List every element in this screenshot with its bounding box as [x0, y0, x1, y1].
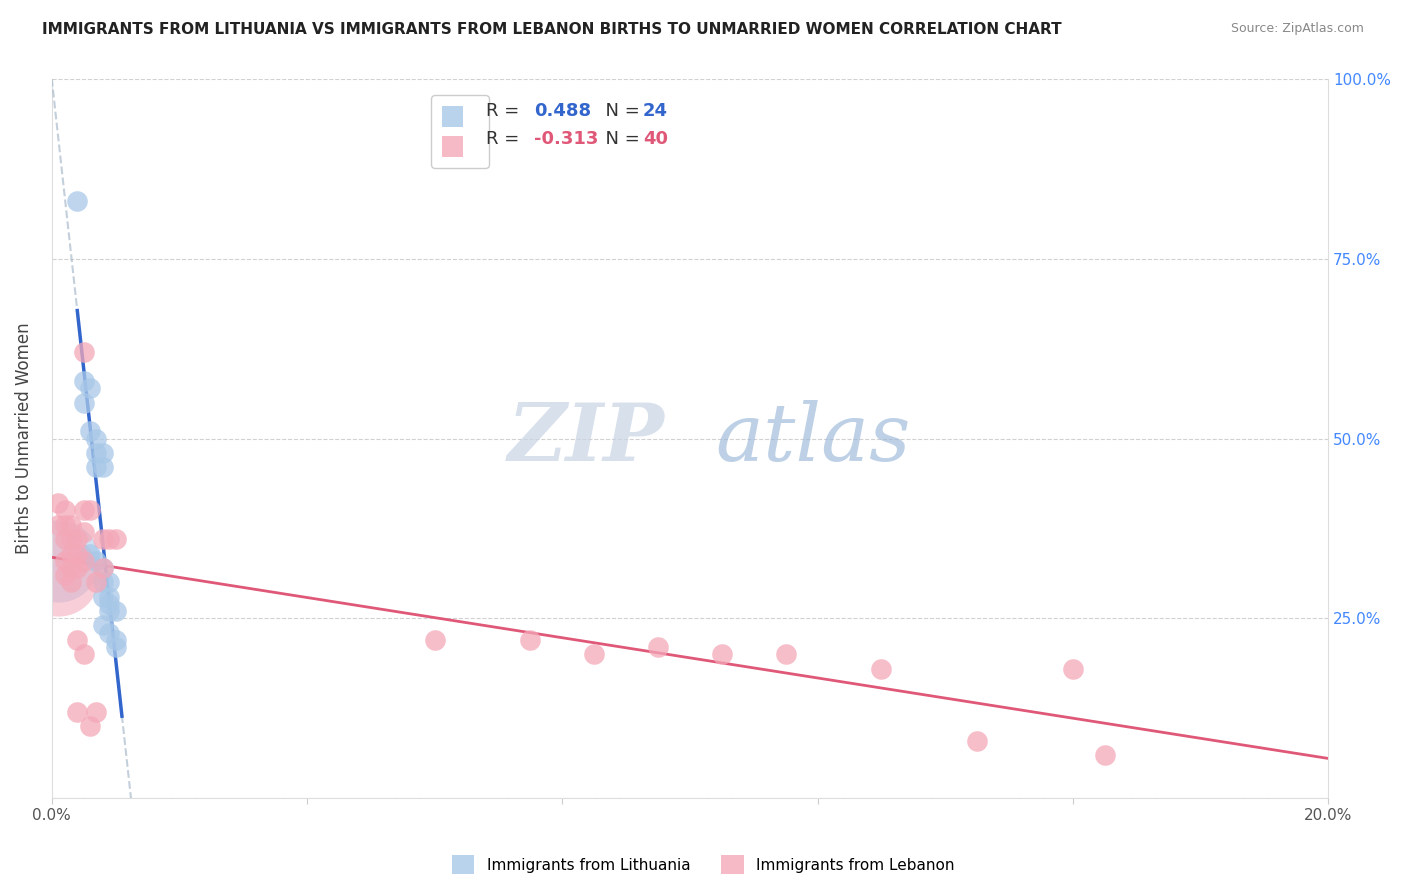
- Point: [86, 460, 108, 475]
- Point: [73, 524, 96, 539]
- Point: [79, 425, 101, 439]
- Point: [98, 575, 121, 590]
- Point: [73, 395, 96, 409]
- Text: N =: N =: [595, 102, 645, 120]
- Point: [73, 503, 96, 517]
- Point: [91, 446, 114, 460]
- Point: [86, 575, 108, 590]
- Text: atlas: atlas: [716, 400, 911, 477]
- Point: [46, 554, 69, 568]
- Point: [73, 374, 96, 388]
- Point: [86, 446, 108, 460]
- Point: [53, 554, 76, 568]
- Point: [46, 568, 69, 582]
- Legend: Immigrants from Lithuania, Immigrants from Lebanon: Immigrants from Lithuania, Immigrants fr…: [446, 849, 960, 880]
- Point: [104, 604, 127, 618]
- Point: [647, 640, 669, 654]
- Text: IMMIGRANTS FROM LITHUANIA VS IMMIGRANTS FROM LEBANON BIRTHS TO UNMARRIED WOMEN C: IMMIGRANTS FROM LITHUANIA VS IMMIGRANTS …: [42, 22, 1062, 37]
- Point: [46, 496, 69, 510]
- Point: [98, 604, 121, 618]
- Text: ZIP: ZIP: [508, 400, 665, 477]
- Point: [98, 532, 121, 546]
- Text: 40: 40: [643, 130, 668, 148]
- Point: [66, 194, 89, 209]
- Legend: , : ,: [430, 95, 489, 168]
- Point: [775, 647, 797, 661]
- Point: [98, 625, 121, 640]
- Point: [66, 532, 89, 546]
- Text: R =: R =: [485, 130, 524, 148]
- Y-axis label: Births to Unmarried Women: Births to Unmarried Women: [15, 323, 32, 554]
- Point: [423, 632, 446, 647]
- Point: [79, 719, 101, 733]
- Point: [59, 575, 82, 590]
- Point: [59, 517, 82, 532]
- Text: N =: N =: [595, 130, 645, 148]
- Point: [66, 632, 89, 647]
- Point: [53, 532, 76, 546]
- Text: R =: R =: [485, 102, 524, 120]
- Point: [59, 547, 82, 561]
- Point: [104, 640, 127, 654]
- Point: [53, 503, 76, 517]
- Point: [98, 597, 121, 611]
- Point: [79, 381, 101, 395]
- Point: [870, 662, 893, 676]
- Point: [91, 460, 114, 475]
- Point: [91, 575, 114, 590]
- Point: [53, 517, 76, 532]
- Point: [91, 590, 114, 604]
- Point: [966, 733, 988, 747]
- Point: [710, 647, 733, 661]
- Point: [53, 568, 76, 582]
- Point: [73, 647, 96, 661]
- Point: [86, 432, 108, 446]
- Point: [86, 554, 108, 568]
- Point: [583, 647, 606, 661]
- Point: [66, 547, 89, 561]
- Point: [46, 517, 69, 532]
- Point: [91, 561, 114, 575]
- Point: [59, 561, 82, 575]
- Text: 24: 24: [643, 102, 668, 120]
- Point: [98, 590, 121, 604]
- Point: [79, 503, 101, 517]
- Text: Source: ZipAtlas.com: Source: ZipAtlas.com: [1230, 22, 1364, 36]
- Point: [73, 554, 96, 568]
- Point: [1062, 662, 1084, 676]
- Point: [59, 532, 82, 546]
- Point: [91, 561, 114, 575]
- Text: 0.488: 0.488: [534, 102, 592, 120]
- Point: [1094, 747, 1116, 762]
- Point: [91, 618, 114, 632]
- Point: [79, 547, 101, 561]
- Point: [73, 345, 96, 359]
- Point: [104, 632, 127, 647]
- Text: -0.313: -0.313: [534, 130, 599, 148]
- Point: [519, 632, 541, 647]
- Point: [66, 561, 89, 575]
- Point: [91, 532, 114, 546]
- Point: [66, 705, 89, 719]
- Point: [86, 705, 108, 719]
- Point: [104, 532, 127, 546]
